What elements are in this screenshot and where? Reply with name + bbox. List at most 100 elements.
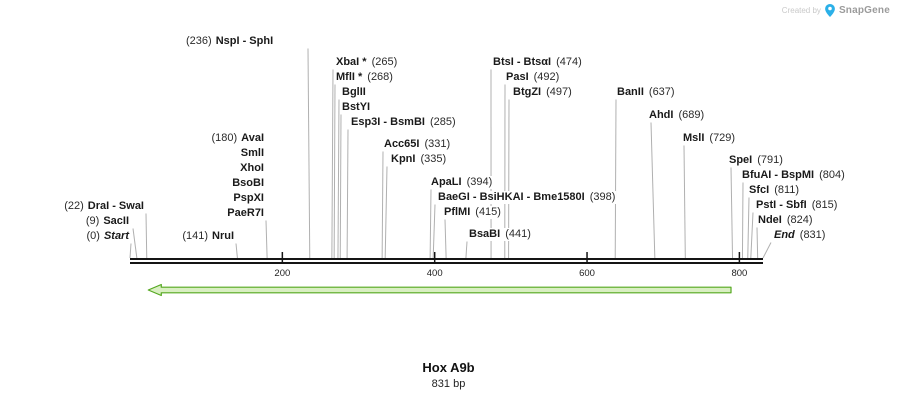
- enzyme-name: BfuAI - BspMI: [742, 169, 815, 181]
- enzyme-name: KpnI: [391, 153, 416, 165]
- enzyme-name: NruI: [212, 230, 234, 242]
- enzyme-name: BtsI - BtsαI: [493, 56, 552, 68]
- enzyme-name: Start: [103, 230, 129, 242]
- leader-line: [132, 228, 138, 259]
- site-position: (285): [429, 116, 456, 128]
- enzyme-name: BsoBI: [232, 177, 264, 189]
- leader-line: [650, 122, 656, 259]
- site-position: (474): [556, 56, 582, 68]
- site-label-sfci[interactable]: SfcI (811): [748, 184, 801, 197]
- site-label-pasi[interactable]: PasI (492): [505, 71, 561, 84]
- map-title: Hox A9b: [422, 360, 475, 375]
- site-label-drai-swai[interactable]: (22) DraI - SwaI: [63, 200, 145, 213]
- leader-line: [384, 166, 388, 259]
- site-label-start[interactable]: (0) Start: [85, 230, 130, 243]
- site-label-paer7i[interactable]: PaeR7I: [226, 207, 265, 220]
- site-position: (689): [678, 109, 705, 121]
- leader-line: [307, 48, 311, 259]
- leader-line: [429, 189, 432, 259]
- enzyme-name: PflMI: [444, 206, 471, 218]
- enzyme-name: Acc65I: [384, 138, 420, 150]
- enzyme-name: AhdI: [649, 109, 674, 121]
- site-position: (815): [811, 199, 838, 211]
- leader-line: [750, 212, 754, 259]
- site-label-ndei[interactable]: NdeI (824): [757, 214, 814, 227]
- leader-line: [381, 151, 384, 259]
- site-label-ahdi[interactable]: AhdI (689): [648, 109, 706, 122]
- site-position: (265): [371, 56, 398, 68]
- site-label-sacii[interactable]: (9) SacII: [84, 215, 130, 228]
- site-position: (236): [186, 35, 212, 47]
- site-label-spei[interactable]: SpeI (791): [728, 154, 784, 167]
- site-label-baegi-bsihkai-bme1580i[interactable]: BaeGI - BsiHKAI - Bme1580I (398): [437, 191, 617, 204]
- enzyme-name: XhoI: [240, 162, 264, 174]
- site-label-pspxi[interactable]: PspXI: [232, 192, 265, 205]
- enzyme-name: BstYI: [342, 101, 371, 113]
- site-position: (637): [648, 86, 675, 98]
- site-label-xbai[interactable]: XbaI * (265): [335, 56, 399, 69]
- leader-line: [337, 99, 340, 259]
- leader-line: [339, 114, 342, 259]
- site-position: (9): [85, 215, 100, 227]
- site-label-bfuai-bspmi[interactable]: BfuAI - BspMI (804): [741, 169, 846, 182]
- created-by-text: Created by: [781, 6, 821, 15]
- site-label-end[interactable]: End (831): [773, 229, 827, 242]
- site-label-bglii[interactable]: BglII: [341, 86, 367, 99]
- site-position: (811): [774, 184, 800, 196]
- enzyme-name: SmlI: [240, 147, 264, 159]
- title-block: Hox A9b 831 bp: [0, 360, 897, 390]
- site-position: (331): [424, 138, 451, 150]
- site-label-nrui[interactable]: (141) NruI: [181, 230, 235, 243]
- enzyme-name: SacII: [103, 215, 129, 227]
- enzyme-name: PasI: [506, 71, 529, 83]
- site-label-kpni[interactable]: KpnI (335): [390, 153, 448, 166]
- site-label-btgzi[interactable]: BtgZI (497): [512, 86, 573, 99]
- enzyme-name: XbaI *: [336, 56, 367, 68]
- site-label-pflmi[interactable]: PflMI (415): [443, 206, 502, 219]
- site-label-smli[interactable]: SmlI: [239, 147, 265, 160]
- site-label-apali[interactable]: ApaLI (394): [430, 176, 494, 189]
- enzyme-name: End: [774, 229, 795, 241]
- leader-line: [145, 213, 148, 259]
- site-label-msli[interactable]: MslI (729): [682, 132, 737, 145]
- enzyme-name: BtgZI: [513, 86, 542, 98]
- leader-line: [346, 129, 349, 259]
- ruler-tick-label: 400: [427, 268, 443, 279]
- snapgene-logo-icon: [825, 4, 835, 17]
- enzyme-name: PaeR7I: [227, 207, 264, 219]
- enzyme-name: PstI - SbfI: [756, 199, 807, 211]
- site-label-btsi-bts-i[interactable]: BtsI - BtsαI (474): [492, 56, 583, 69]
- site-position: (492): [533, 71, 560, 83]
- site-label-bsobi[interactable]: BsoBI: [231, 177, 265, 190]
- site-position: (22): [64, 200, 84, 212]
- site-position: (335): [420, 153, 447, 165]
- site-label-avai[interactable]: (180) AvaI: [210, 132, 265, 145]
- site-label-nspi-sphi[interactable]: (236) NspI - SphI: [185, 35, 275, 48]
- site-label-acc65i[interactable]: Acc65I (331): [383, 138, 452, 151]
- leader-line: [432, 204, 436, 259]
- site-position: (441): [505, 228, 531, 240]
- site-position: (831): [799, 229, 826, 241]
- site-label-bsabi[interactable]: BsaBI (441): [468, 228, 532, 241]
- site-label-mfli[interactable]: MflI * (268): [335, 71, 394, 84]
- site-label-psti-sbfi[interactable]: PstI - SbfI (815): [755, 199, 839, 212]
- site-position: (804): [819, 169, 845, 181]
- enzyme-name: BanII: [617, 86, 644, 98]
- site-position: (415): [475, 206, 501, 218]
- site-label-banii[interactable]: BanII (637): [616, 86, 676, 99]
- ruler-tick-label: 600: [579, 268, 595, 279]
- enzyme-name: NdeI: [758, 214, 782, 226]
- site-label-bstyi[interactable]: BstYI: [341, 101, 372, 114]
- site-label-xhoi[interactable]: XhoI: [239, 162, 265, 175]
- site-label-esp3i-bsmbi[interactable]: Esp3I - BsmBI (285): [350, 116, 457, 129]
- leader-line: [747, 197, 750, 259]
- site-position: (729): [709, 132, 736, 144]
- enzyme-name: PspXI: [233, 192, 264, 204]
- enzyme-name: Esp3I - BsmBI: [351, 116, 425, 128]
- feature-arrow[interactable]: [147, 283, 732, 297]
- enzyme-name: SpeI: [729, 154, 753, 166]
- enzyme-name: BglII: [342, 86, 366, 98]
- enzyme-name: BaeGI - BsiHKAI - Bme1580I: [438, 191, 585, 203]
- site-position: (394): [466, 176, 493, 188]
